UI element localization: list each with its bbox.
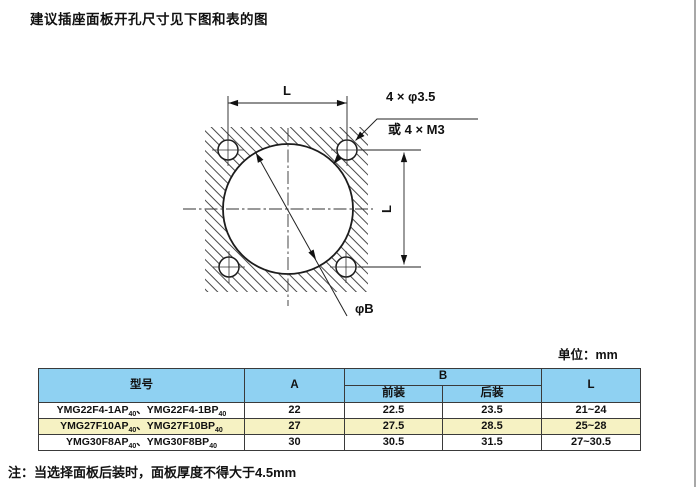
model-cell: YMG22F4-1AP40、YMG22F4-1BP40	[38, 402, 245, 419]
dimensions-table: 型号 A B L 前装 后装 YMG22F4-1AP40、YMG22F4-1BP…	[38, 368, 641, 451]
front-mount-cell: 30.5	[344, 434, 443, 451]
rear-mount-cell: 23.5	[442, 402, 542, 419]
header-l: L	[541, 368, 641, 403]
a-cell: 30	[244, 434, 345, 451]
note: 注：当选择面板后装时，面板厚度不得大于4.5mm	[8, 465, 297, 480]
header-rear-mount: 后装	[442, 385, 542, 403]
table-row: YMG27F10AP40、YMG27F10BP40 27 27.5 28.5 2…	[38, 418, 641, 435]
unit-label: 单位：mm	[558, 348, 618, 362]
holes-label-line2: 或 4 × M3	[388, 122, 445, 137]
center-lines	[183, 128, 373, 306]
holes-label-line1: 4 × φ3.5	[386, 89, 435, 104]
page-title: 建议插座面板开孔尺寸见下图和表的图	[30, 12, 268, 27]
l-cell: 27~30.5	[541, 434, 641, 451]
front-mount-cell: 22.5	[344, 402, 443, 419]
holes-leader	[333, 118, 478, 165]
header-b: B	[344, 368, 542, 386]
l-cell: 25~28	[541, 418, 641, 435]
diameter-label: φB	[355, 301, 374, 316]
header-a: A	[244, 368, 345, 403]
dim-horizontal	[227, 96, 348, 139]
dim-label-top: L	[283, 83, 291, 98]
page-right-border	[694, 0, 696, 487]
a-cell: 27	[244, 418, 345, 435]
header-model: 型号	[38, 368, 245, 403]
hole-crosshairs	[212, 134, 363, 283]
dim-vertical	[358, 149, 421, 268]
header-front-mount: 前装	[344, 385, 443, 403]
rear-mount-cell: 31.5	[442, 434, 542, 451]
diameter-arrow	[255, 152, 348, 317]
dim-label-right: L	[379, 205, 394, 213]
table-row: YMG30F8AP40、YMG30F8BP40 30 30.5 31.5 27~…	[38, 434, 641, 451]
model-cell: YMG27F10AP40、YMG27F10BP40	[38, 418, 245, 435]
front-mount-cell: 27.5	[344, 418, 443, 435]
l-cell: 21~24	[541, 402, 641, 419]
rear-mount-cell: 28.5	[442, 418, 542, 435]
panel-cutout-drawing: L L 4 × φ3.5 或 4 × M3 φB	[183, 83, 478, 317]
model-cell: YMG30F8AP40、YMG30F8BP40	[38, 434, 245, 451]
table-row: YMG22F4-1AP40、YMG22F4-1BP40 22 22.5 23.5…	[38, 402, 641, 419]
a-cell: 22	[244, 402, 345, 419]
